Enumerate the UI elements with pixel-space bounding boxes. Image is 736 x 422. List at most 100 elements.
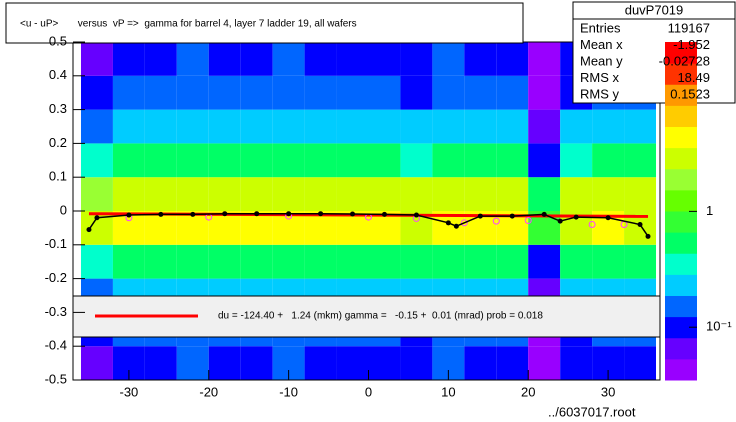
- profile-point: [286, 211, 292, 217]
- heatmap-cell: [272, 75, 305, 110]
- stats-label: RMS y: [580, 86, 620, 101]
- profile-point: [190, 211, 196, 217]
- heatmap-cell: [176, 177, 209, 211]
- heatmap-cell: [304, 109, 337, 144]
- palette-swatch: [665, 42, 697, 64]
- heatmap-cell: [336, 42, 369, 76]
- heatmap-cell: [240, 143, 273, 178]
- heatmap-cell: [304, 211, 337, 245]
- y-tick-label: -0.2: [45, 270, 67, 285]
- heatmap-cell: [368, 75, 401, 110]
- heatmap-cell: [560, 346, 593, 380]
- heatmap-cell: [400, 75, 433, 110]
- heatmap-cell: [496, 109, 529, 144]
- heatmap-cell: [592, 177, 625, 211]
- heatmap-cell: [528, 143, 561, 178]
- heatmap-cell: [240, 75, 273, 110]
- heatmap-cell: [272, 244, 305, 279]
- fit-legend-box: [72, 295, 661, 338]
- heatmap-cell: [336, 109, 369, 144]
- heatmap-cell: [432, 177, 465, 211]
- heatmap-cell: [112, 75, 145, 110]
- heatmap-cell: [400, 177, 433, 211]
- heatmap-cell: [80, 143, 113, 178]
- palette-swatch: [665, 105, 697, 127]
- heatmap-cell: [368, 177, 401, 211]
- heatmap-cell: [464, 42, 497, 76]
- heatmap-cell: [592, 244, 625, 279]
- y-tick-label: -0.5: [45, 371, 67, 386]
- heatmap-cell: [336, 244, 369, 279]
- heatmap-cell: [208, 211, 241, 245]
- heatmap-cell: [176, 42, 209, 76]
- heatmap-cell: [144, 346, 177, 380]
- chart-title: <u - uP> versus vP => gamma for barrel 4…: [20, 19, 357, 30]
- footer: ../6037017.root: [548, 404, 636, 419]
- heatmap-cell: [432, 244, 465, 279]
- z-tick-label: 1: [706, 203, 713, 218]
- profile-point: [605, 215, 611, 221]
- profile-line: [88, 212, 649, 237]
- wafer-point: [460, 219, 468, 227]
- heatmap-cell: [144, 75, 177, 110]
- x-tick-label: 10: [441, 384, 455, 399]
- heatmap-cell: [368, 109, 401, 144]
- palette-swatch: [665, 253, 697, 275]
- profile-point: [573, 214, 579, 220]
- heatmap-cell: [592, 143, 625, 178]
- profile-point: [645, 233, 651, 239]
- profile-point: [86, 227, 92, 233]
- heatmap-cell: [336, 211, 369, 245]
- stats-value: 0.1523: [670, 86, 710, 101]
- heatmap-cell: [144, 143, 177, 178]
- heatmap-cell: [560, 143, 593, 178]
- heatmap-cell: [592, 109, 625, 144]
- heatmap-cell: [496, 244, 529, 279]
- heatmap-cell: [304, 346, 337, 380]
- heatmap-cell: [208, 42, 241, 76]
- palette-swatch: [665, 232, 697, 254]
- heatmap-cell: [176, 109, 209, 144]
- heatmap-cell: [624, 244, 657, 279]
- palette-swatch: [665, 168, 697, 191]
- heatmap-cell: [400, 244, 433, 279]
- profile-point: [557, 218, 563, 224]
- heatmap-cell: [272, 211, 305, 245]
- y-tick-label: 0.5: [49, 33, 67, 48]
- wafer-point: [588, 221, 596, 229]
- heatmap-cell: [464, 143, 497, 178]
- palette-swatch: [665, 126, 697, 149]
- heatmap-cell: [432, 42, 465, 76]
- heatmap-cell: [240, 244, 273, 279]
- profile-point: [318, 211, 324, 217]
- heatmap-cell: [208, 109, 241, 144]
- heatmap-cell: [112, 143, 145, 178]
- heatmap-cell: [208, 177, 241, 211]
- y-tick-label: 0.3: [49, 101, 67, 116]
- heatmap-cell: [624, 346, 657, 380]
- profile-point: [541, 211, 547, 217]
- heatmap-cell: [528, 109, 561, 144]
- heatmap-cell: [304, 75, 337, 110]
- heatmap-cell: [80, 177, 113, 211]
- heatmap-cell: [432, 143, 465, 178]
- heatmap-cell: [464, 244, 497, 279]
- heatmap-cell: [560, 109, 593, 144]
- heatmap-cell: [304, 143, 337, 178]
- heatmap-cell: [624, 109, 657, 144]
- y-tick-label: 0: [60, 202, 67, 217]
- heatmap-cell: [400, 346, 433, 380]
- y-tick-label: 0.4: [49, 67, 67, 82]
- heatmap-cell: [176, 346, 209, 380]
- stats-label: Mean x: [580, 37, 623, 52]
- heatmap-cell: [496, 346, 529, 380]
- heatmap-cell: [208, 346, 241, 380]
- heatmap-cell: [528, 346, 561, 380]
- heatmap-cell: [400, 42, 433, 76]
- heatmap-cell: [400, 143, 433, 178]
- overlay: [86, 211, 651, 239]
- fit-legend-text: du = -124.40 + 1.24 (mkm) gamma = -0.15 …: [218, 311, 543, 322]
- heatmap-cell: [240, 177, 273, 211]
- heatmap-cell: [368, 143, 401, 178]
